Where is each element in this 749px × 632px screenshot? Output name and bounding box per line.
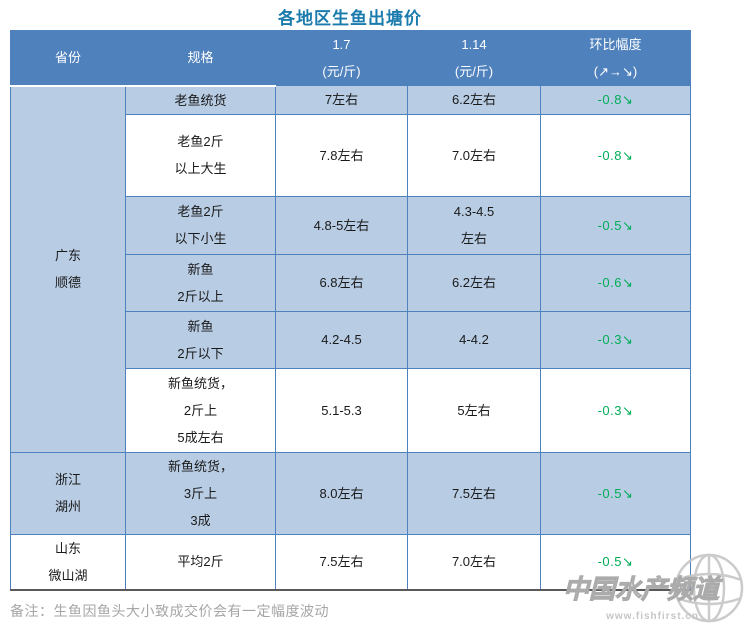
price-1-14-cell: 7.0左右 bbox=[407, 113, 541, 197]
header-price-1-14: 1.14 (元/斤) bbox=[407, 30, 541, 86]
price-1-14-cell: 6.2左右 bbox=[407, 253, 541, 312]
price-1-7-cell: 5.1-5.3 bbox=[275, 367, 408, 453]
price-table: 省份 规格 1.7 (元/斤) 1.14 (元/斤) 环比幅度 (↗→↘) 广东… bbox=[10, 30, 691, 591]
price-1-7-cell: 4.2-4.5 bbox=[275, 310, 408, 369]
table-row: 新鱼 2斤以下 4.2-4.5 4-4.2 -0.3↘ bbox=[11, 310, 691, 369]
price-1-7-cell: 7左右 bbox=[275, 85, 408, 115]
watermark-url: www.fishfirst.cn bbox=[606, 611, 699, 622]
footnote: 备注：生鱼因鱼头大小致成交价会有一定幅度波动 bbox=[10, 603, 329, 619]
change-cell: -0.5↘ bbox=[540, 451, 691, 535]
change-cell: -0.5↘ bbox=[540, 533, 691, 590]
price-1-14-cell: 5左右 bbox=[407, 367, 541, 453]
spec-cell: 老鱼统货 bbox=[125, 85, 276, 115]
price-1-7-cell: 7.8左右 bbox=[275, 113, 408, 197]
price-1-14-cell: 4-4.2 bbox=[407, 310, 541, 369]
province-cell: 广东 顺德 bbox=[10, 85, 126, 453]
price-1-14-cell: 6.2左右 bbox=[407, 85, 541, 115]
table-row: 广东 顺德 老鱼统货 7左右 6.2左右 -0.8↘ bbox=[10, 85, 691, 453]
change-cell: -0.3↘ bbox=[540, 310, 691, 369]
header-change: 环比幅度 (↗→↘) bbox=[540, 30, 691, 86]
change-cell: -0.6↘ bbox=[540, 253, 691, 312]
table-row: 老鱼2斤 以上大生 7.8左右 7.0左右 -0.8↘ bbox=[11, 113, 691, 197]
price-1-7-cell: 6.8左右 bbox=[275, 253, 408, 312]
province-cell: 浙江 湖州 bbox=[10, 451, 126, 535]
price-1-7-cell: 8.0左右 bbox=[275, 451, 408, 535]
price-1-14-cell: 4.3-4.5 左右 bbox=[407, 195, 541, 255]
spec-cell: 老鱼2斤 以上大生 bbox=[125, 113, 276, 197]
header-spec: 规格 bbox=[125, 30, 276, 87]
table-row: 老鱼2斤 以下小生 4.8-5左右 4.3-4.5 左右 -0.5↘ bbox=[11, 195, 691, 255]
price-1-7-cell: 4.8-5左右 bbox=[275, 195, 408, 255]
spec-cell: 平均2斤 bbox=[125, 533, 276, 590]
spec-cell: 新鱼 2斤以上 bbox=[125, 253, 276, 312]
change-cell: -0.5↘ bbox=[540, 195, 691, 255]
header-province: 省份 bbox=[10, 30, 126, 87]
spec-cell: 新鱼 2斤以下 bbox=[125, 310, 276, 369]
province-cell: 山东 微山湖 bbox=[10, 533, 126, 590]
change-cell: -0.3↘ bbox=[540, 367, 691, 453]
table-row: 新鱼统货， 2斤上 5成左右 5.1-5.3 5左右 -0.3↘ bbox=[11, 367, 691, 453]
table-row: 新鱼 2斤以上 6.8左右 6.2左右 -0.6↘ bbox=[11, 253, 691, 312]
spec-cell: 新鱼统货， 3斤上 3成 bbox=[125, 451, 276, 535]
change-cell: -0.8↘ bbox=[540, 85, 691, 115]
price-1-14-cell: 7.0左右 bbox=[407, 533, 541, 590]
price-1-7-cell: 7.5左右 bbox=[275, 533, 408, 590]
table-row: 浙江 湖州 新鱼统货， 3斤上 3成 8.0左右 7.5左右 -0.5↘ bbox=[10, 451, 691, 535]
header-price-1-7: 1.7 (元/斤) bbox=[275, 30, 408, 86]
price-1-14-cell: 7.5左右 bbox=[407, 451, 541, 535]
table-row: 山东 微山湖 平均2斤 7.5左右 7.0左右 -0.5↘ bbox=[10, 533, 691, 590]
spec-cell: 老鱼2斤 以下小生 bbox=[125, 195, 276, 255]
page-title: 各地区生鱼出塘价 bbox=[278, 9, 422, 28]
spec-cell: 新鱼统货， 2斤上 5成左右 bbox=[125, 367, 276, 453]
table-header-row: 省份 规格 1.7 (元/斤) 1.14 (元/斤) 环比幅度 (↗→↘) bbox=[10, 30, 691, 87]
change-cell: -0.8↘ bbox=[540, 113, 691, 197]
